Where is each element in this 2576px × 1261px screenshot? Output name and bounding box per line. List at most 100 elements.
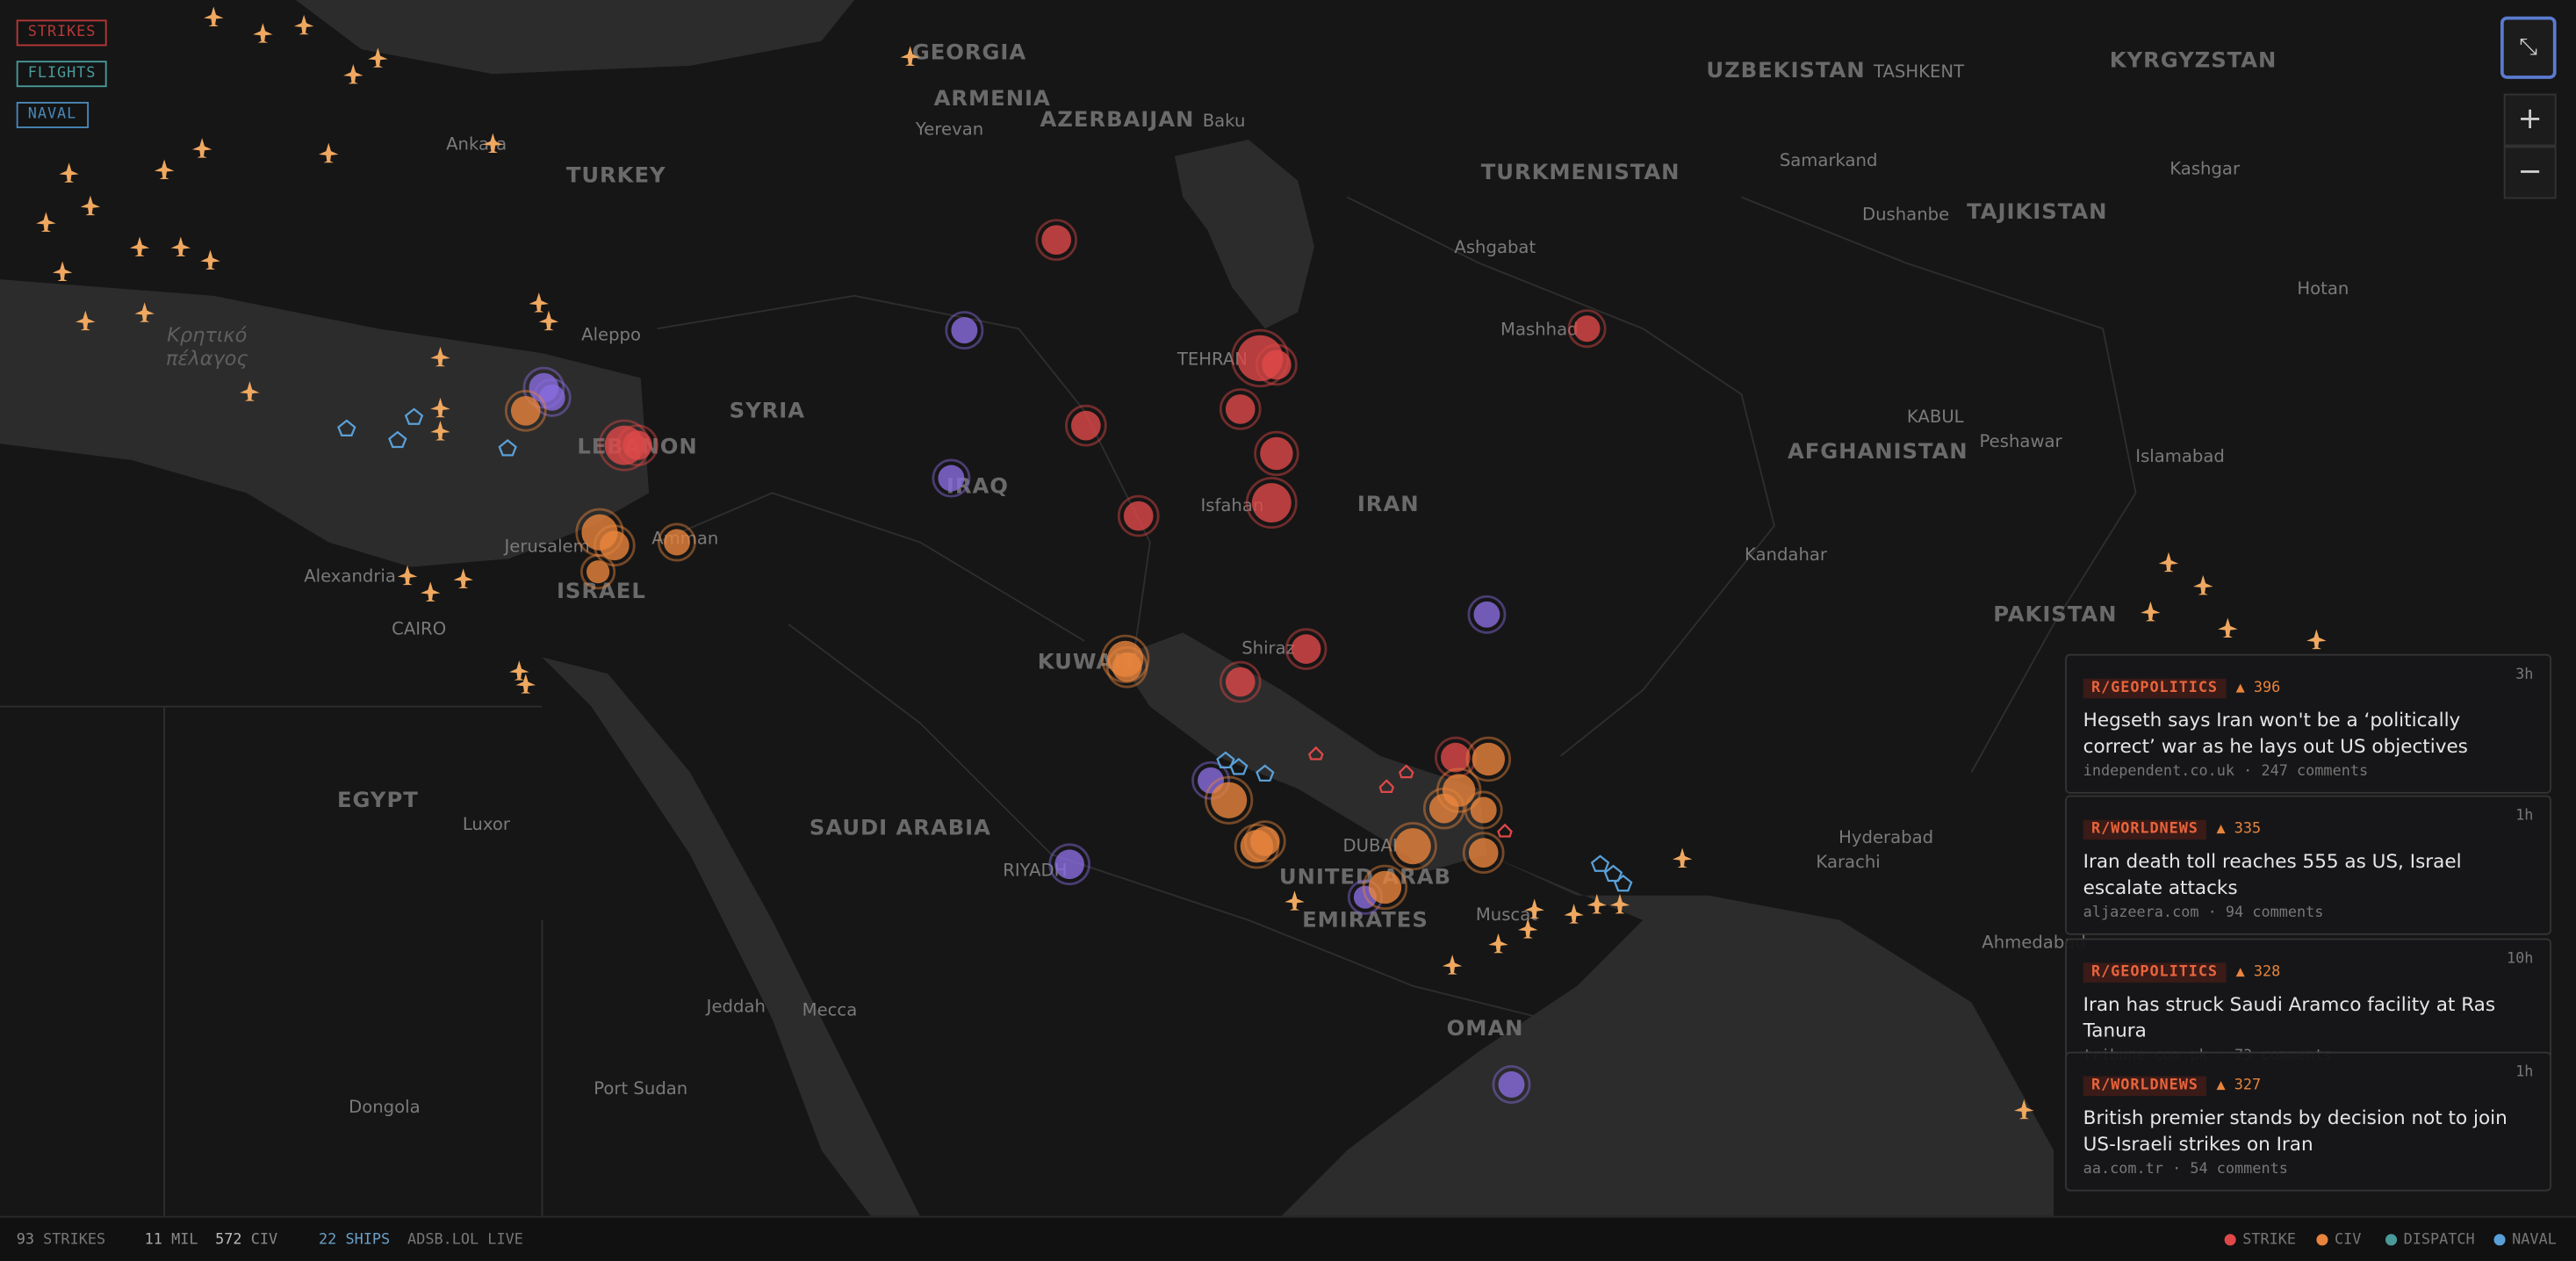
marker: [1260, 436, 1293, 471]
legend-label: NAVAL: [2512, 1232, 2557, 1250]
flight: [397, 565, 418, 586]
city-label: Hotan: [2297, 278, 2349, 299]
country-label: EGYPT: [337, 787, 419, 812]
city-label: KABUL: [1907, 407, 1964, 427]
country-label: KYRGYZSTAN: [2110, 47, 2277, 73]
dispatch: [1308, 746, 1324, 760]
marker: [586, 560, 610, 584]
flight: [2158, 551, 2179, 573]
water: [0, 0, 2054, 1216]
ship: [1256, 764, 1275, 782]
legend-item: DISPATCH: [2385, 1232, 2475, 1249]
legend-item: CIV: [2316, 1232, 2361, 1249]
news-card[interactable]: R/GEOPOLITICS ▲ 396 3h Hegseth says Iran wo…: [2065, 653, 2551, 794]
country-label: AZERBAIJAN: [1040, 106, 1195, 132]
city-label: Isfahan: [1200, 495, 1263, 515]
ship: [1603, 864, 1623, 883]
flight: [509, 660, 529, 681]
status-label: STRIKES: [43, 1232, 106, 1250]
news-meta: aljazeera.com · 94 comments: [2083, 905, 2324, 922]
flight: [453, 568, 473, 588]
flight: [515, 674, 536, 694]
marker: [1262, 349, 1292, 380]
marker: [538, 384, 565, 411]
marker: [510, 395, 541, 426]
news-age: 3h: [2515, 667, 2534, 684]
marker-halo: [580, 554, 616, 590]
layer-toggle[interactable]: NAVAL: [16, 102, 89, 128]
status-count: 572: [215, 1232, 242, 1250]
flight: [80, 195, 101, 216]
zoom-in[interactable]: +: [2503, 93, 2557, 147]
layer-toggle[interactable]: FLIGHTS: [16, 61, 108, 88]
legend-dot: [2493, 1234, 2506, 1246]
marker-halo: [1464, 790, 1503, 830]
flight: [483, 133, 503, 154]
flight: [1442, 955, 1463, 975]
flight: [2014, 1099, 2034, 1120]
flight: [204, 6, 224, 26]
country-label: TAJIKISTAN: [1967, 198, 2107, 224]
country-label: AFGHANISTAN: [1788, 438, 1968, 464]
status-strikes: 93 STRIKES: [17, 1232, 105, 1249]
marker-halo: [504, 389, 547, 432]
city-label: Karachi: [1816, 852, 1880, 872]
flight: [59, 162, 79, 183]
marker: [663, 529, 690, 556]
layer-toggle[interactable]: STRIKES: [16, 19, 108, 47]
marker-halo: [1219, 660, 1262, 703]
marker: [1054, 849, 1084, 880]
city-label: Ahmedabad: [1982, 933, 2085, 953]
marker: [1071, 410, 1101, 441]
city-label: DUBAI: [1343, 835, 1398, 855]
country-label: TURKMENISTAN: [1481, 159, 1680, 184]
marker: [951, 317, 978, 344]
marker: [1573, 315, 1601, 342]
country-label: SAUDI ARABIA: [809, 815, 991, 840]
news-card[interactable]: R/WORLDNEWS ▲ 327 1h British premier stands…: [2065, 1051, 2551, 1192]
zoom-out[interactable]: −: [2503, 146, 2557, 199]
marker: [1470, 796, 1497, 824]
marker-halo: [1191, 760, 1231, 800]
city-label: Mashhad: [1500, 320, 1579, 340]
flight: [52, 261, 73, 281]
city-label: Kashgar: [2169, 158, 2241, 178]
city-label: Peshawar: [1980, 431, 2063, 451]
fullscreen-button[interactable]: ⤡: [2500, 16, 2557, 79]
marker: [599, 530, 630, 561]
marker-halo: [1284, 628, 1328, 670]
city-label: Dongola: [349, 1097, 420, 1117]
marker-halo: [1465, 736, 1512, 782]
news-source: R/WORLDNEWS: [2083, 819, 2207, 840]
country-label: UZBEKISTAN: [1706, 57, 1865, 83]
marker: [1123, 501, 1154, 531]
news-score: ▲ 327: [2216, 1077, 2262, 1095]
flight: [319, 142, 339, 163]
country-label: EMIRATES: [1302, 906, 1428, 932]
flight: [1488, 933, 1508, 954]
marker-halo: [1205, 775, 1254, 825]
flight: [2218, 617, 2238, 638]
city-label: Yerevan: [915, 119, 983, 139]
city-label: Aleppo: [581, 324, 641, 344]
flight: [240, 381, 260, 401]
flight: [170, 236, 191, 256]
flight: [154, 159, 175, 179]
marker: [1498, 1071, 1525, 1098]
status-label: MIL: [171, 1232, 198, 1250]
marker-halo: [1065, 404, 1107, 447]
dispatch: [1398, 764, 1414, 779]
news-score: ▲ 328: [2235, 964, 2281, 982]
marker-halo: [1117, 494, 1160, 537]
legend-label: CIV: [2334, 1232, 2362, 1250]
marker-halo: [1492, 1065, 1531, 1104]
status-label: SHIPS: [345, 1232, 391, 1250]
flight: [129, 236, 150, 256]
city-label: Shiraz: [1241, 638, 1295, 659]
news-card[interactable]: R/WORLDNEWS ▲ 335 1h Iran death toll reache…: [2065, 795, 2551, 935]
marker-halo: [1388, 822, 1437, 871]
marker: [1428, 793, 1459, 824]
